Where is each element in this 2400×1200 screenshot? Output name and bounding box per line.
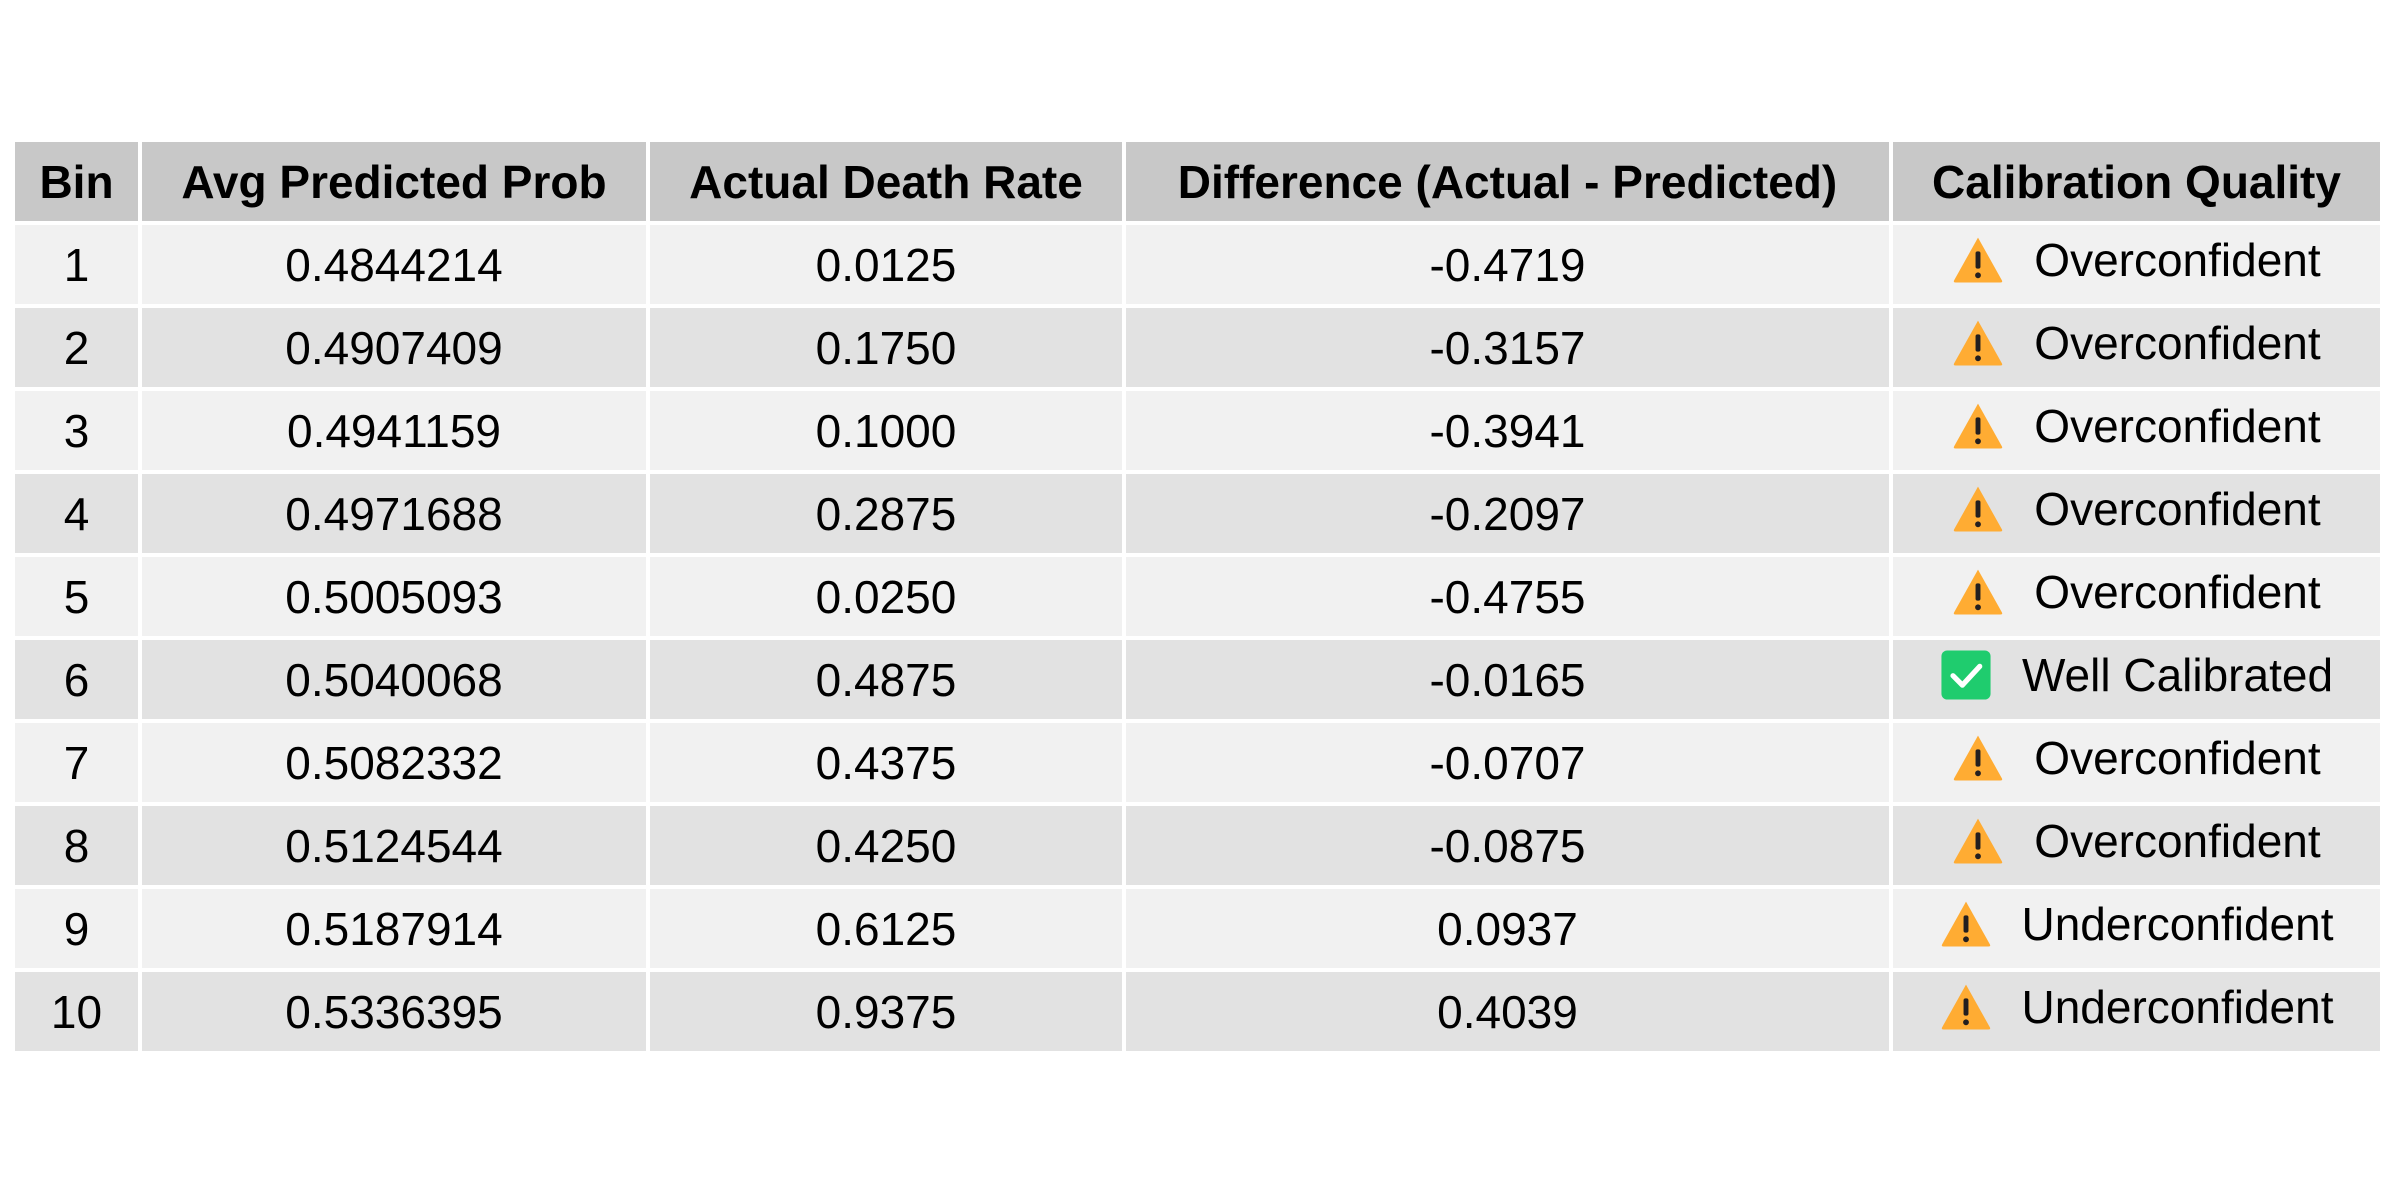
quality-label: Well Calibrated: [2021, 648, 2334, 701]
table-row: 2 0.4907409 0.1750 -0.3157 Overconfident: [15, 308, 2380, 387]
cell-actual-death-rate: 0.9375: [650, 972, 1122, 1051]
cell-bin: 8: [15, 806, 138, 885]
cell-avg-predicted-prob: 0.4941159: [142, 391, 646, 470]
cell-difference: -0.0707: [1126, 723, 1889, 802]
cell-actual-death-rate: 0.0250: [650, 557, 1122, 636]
cell-difference: -0.4755: [1126, 557, 1889, 636]
cell-avg-predicted-prob: 0.5040068: [142, 640, 646, 719]
quality-label: Overconfident: [2034, 399, 2321, 452]
header-bin: Bin: [15, 142, 138, 221]
quality-wrap: Overconfident: [1952, 233, 2321, 287]
quality-label: Overconfident: [2034, 731, 2321, 784]
cell-avg-predicted-prob: 0.5082332: [142, 723, 646, 802]
cell-calibration-quality: Overconfident: [1893, 557, 2380, 636]
cell-avg-predicted-prob: 0.5124544: [142, 806, 646, 885]
cell-avg-predicted-prob: 0.5187914: [142, 889, 646, 968]
quality-wrap: Well Calibrated: [1940, 648, 2333, 702]
cell-avg-predicted-prob: 0.5336395: [142, 972, 646, 1051]
quality-label: Overconfident: [2034, 316, 2321, 369]
warning-icon: [1940, 981, 1992, 1033]
quality-label: Overconfident: [2034, 482, 2321, 535]
cell-actual-death-rate: 0.1000: [650, 391, 1122, 470]
cell-difference: -0.3157: [1126, 308, 1889, 387]
cell-bin: 5: [15, 557, 138, 636]
header-difference: Difference (Actual - Predicted): [1126, 142, 1889, 221]
quality-label: Underconfident: [2021, 980, 2334, 1033]
cell-difference: -0.4719: [1126, 225, 1889, 304]
cell-bin: 6: [15, 640, 138, 719]
cell-actual-death-rate: 0.4250: [650, 806, 1122, 885]
cell-calibration-quality: Overconfident: [1893, 225, 2380, 304]
cell-calibration-quality: Underconfident: [1893, 972, 2380, 1051]
cell-actual-death-rate: 0.1750: [650, 308, 1122, 387]
cell-avg-predicted-prob: 0.5005093: [142, 557, 646, 636]
table-row: 10 0.5336395 0.9375 0.4039 Underconfident: [15, 972, 2380, 1051]
quality-label: Underconfident: [2021, 897, 2334, 950]
table-row: 4 0.4971688 0.2875 -0.2097 Overconfident: [15, 474, 2380, 553]
table-row: 5 0.5005093 0.0250 -0.4755 Overconfident: [15, 557, 2380, 636]
cell-bin: 3: [15, 391, 138, 470]
cell-actual-death-rate: 0.2875: [650, 474, 1122, 553]
cell-bin: 9: [15, 889, 138, 968]
cell-difference: -0.2097: [1126, 474, 1889, 553]
quality-wrap: Overconfident: [1952, 482, 2321, 536]
cell-calibration-quality: Overconfident: [1893, 391, 2380, 470]
warning-icon: [1952, 317, 2004, 369]
calibration-table: Bin Avg Predicted Prob Actual Death Rate…: [11, 138, 2384, 1055]
cell-calibration-quality: Overconfident: [1893, 308, 2380, 387]
quality-wrap: Overconfident: [1952, 814, 2321, 868]
quality-label: Overconfident: [2034, 233, 2321, 286]
cell-calibration-quality: Underconfident: [1893, 889, 2380, 968]
quality-wrap: Underconfident: [1940, 897, 2334, 951]
cell-bin: 4: [15, 474, 138, 553]
cell-difference: -0.0875: [1126, 806, 1889, 885]
cell-bin: 7: [15, 723, 138, 802]
cell-calibration-quality: Overconfident: [1893, 474, 2380, 553]
table-row: 1 0.4844214 0.0125 -0.4719 Overconfident: [15, 225, 2380, 304]
header-actual-death-rate: Actual Death Rate: [650, 142, 1122, 221]
table-body: 1 0.4844214 0.0125 -0.4719 Overconfident 2 0.4…: [15, 225, 2380, 1051]
cell-actual-death-rate: 0.4875: [650, 640, 1122, 719]
warning-icon: [1952, 732, 2004, 784]
cell-difference: -0.0165: [1126, 640, 1889, 719]
cell-actual-death-rate: 0.6125: [650, 889, 1122, 968]
cell-actual-death-rate: 0.4375: [650, 723, 1122, 802]
header-avg-predicted-prob: Avg Predicted Prob: [142, 142, 646, 221]
header-row: Bin Avg Predicted Prob Actual Death Rate…: [15, 142, 2380, 221]
cell-difference: 0.0937: [1126, 889, 1889, 968]
cell-avg-predicted-prob: 0.4907409: [142, 308, 646, 387]
warning-icon: [1952, 566, 2004, 618]
warning-icon: [1952, 234, 2004, 286]
cell-bin: 10: [15, 972, 138, 1051]
cell-calibration-quality: Overconfident: [1893, 806, 2380, 885]
warning-icon: [1952, 400, 2004, 452]
warning-icon: [1952, 815, 2004, 867]
table-row: 8 0.5124544 0.4250 -0.0875 Overconfident: [15, 806, 2380, 885]
cell-difference: 0.4039: [1126, 972, 1889, 1051]
table-row: 9 0.5187914 0.6125 0.0937 Underconfident: [15, 889, 2380, 968]
cell-actual-death-rate: 0.0125: [650, 225, 1122, 304]
cell-bin: 2: [15, 308, 138, 387]
warning-icon: [1940, 898, 1992, 950]
table-row: 6 0.5040068 0.4875 -0.0165 Well Calibrated: [15, 640, 2380, 719]
quality-wrap: Overconfident: [1952, 316, 2321, 370]
cell-difference: -0.3941: [1126, 391, 1889, 470]
quality-wrap: Overconfident: [1952, 399, 2321, 453]
quality-label: Overconfident: [2034, 814, 2321, 867]
check-icon: [1940, 649, 1992, 701]
cell-calibration-quality: Well Calibrated: [1893, 640, 2380, 719]
table-row: 3 0.4941159 0.1000 -0.3941 Overconfident: [15, 391, 2380, 470]
warning-icon: [1952, 483, 2004, 535]
table-row: 7 0.5082332 0.4375 -0.0707 Overconfident: [15, 723, 2380, 802]
cell-bin: 1: [15, 225, 138, 304]
cell-avg-predicted-prob: 0.4844214: [142, 225, 646, 304]
cell-calibration-quality: Overconfident: [1893, 723, 2380, 802]
quality-wrap: Overconfident: [1952, 565, 2321, 619]
quality-label: Overconfident: [2034, 565, 2321, 618]
cell-avg-predicted-prob: 0.4971688: [142, 474, 646, 553]
header-calibration-quality: Calibration Quality: [1893, 142, 2380, 221]
quality-wrap: Underconfident: [1940, 980, 2334, 1034]
quality-wrap: Overconfident: [1952, 731, 2321, 785]
